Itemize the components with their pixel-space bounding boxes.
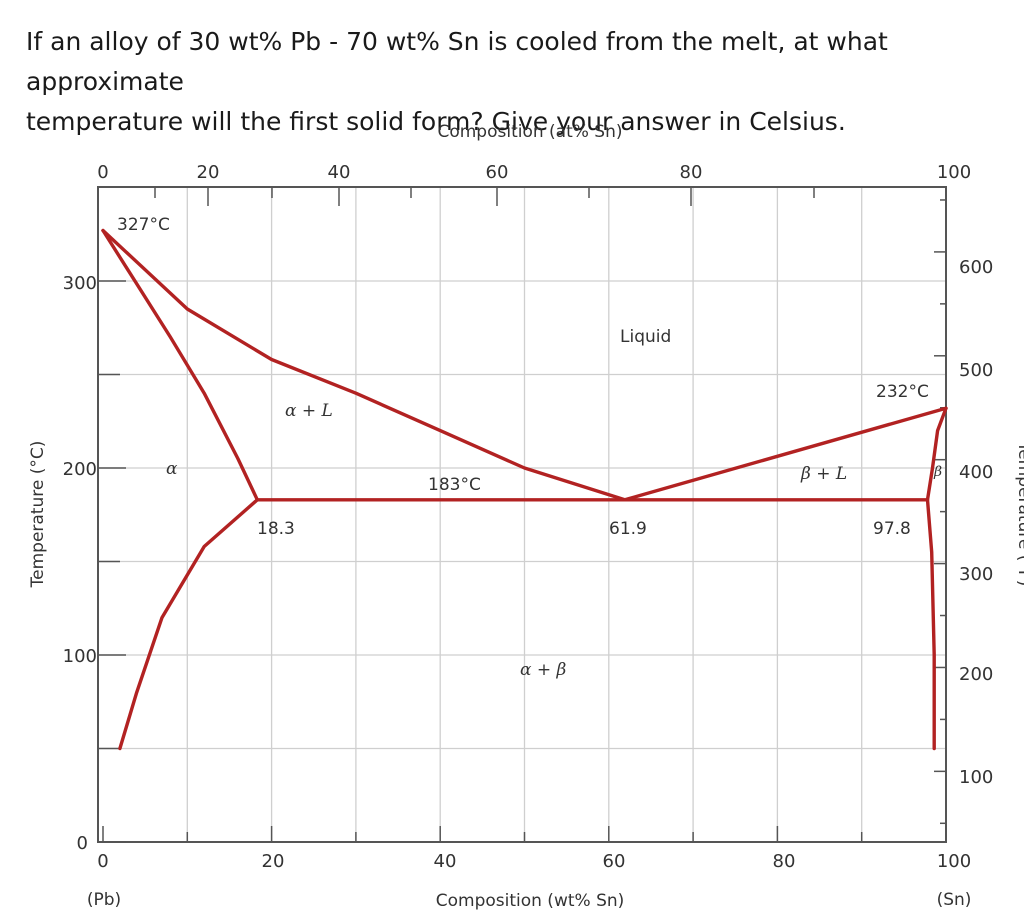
grid-lines xyxy=(99,188,945,841)
plot-frame xyxy=(97,186,947,843)
x-right-end-label: (Sn) xyxy=(937,890,972,910)
beta-region-label: β xyxy=(933,464,942,480)
alpha-region-label: α xyxy=(166,459,178,479)
x-tick-label-100: 100 xyxy=(937,851,971,872)
y-right-tick-label-500: 500 xyxy=(959,360,993,381)
y-right-tick-label-600: 600 xyxy=(959,257,993,278)
alpha-solubility-limit-label: 18.3 xyxy=(257,519,295,539)
y-tick-label-300: 300 xyxy=(63,273,97,294)
x-left-end-label: (Pb) xyxy=(87,890,121,910)
y-tick-label-100: 100 xyxy=(63,646,97,667)
phase-boundary-line xyxy=(101,228,259,502)
alpha-plus-liquid-label: α + L xyxy=(285,401,333,421)
eutectic-temperature-label: 183°C xyxy=(428,475,481,495)
beta-solubility-limit-label: 97.8 xyxy=(873,519,911,539)
sn-melting-point-label: 232°C xyxy=(876,382,929,402)
y-right-tick-label-300: 300 xyxy=(959,564,993,585)
phase-boundaries xyxy=(101,228,948,751)
top-tick-label-0: 0 xyxy=(97,162,108,183)
axis-ticks xyxy=(98,188,947,843)
question-line-1: If an alloy of 30 wt% Pb - 70 wt% Sn is … xyxy=(26,27,888,96)
eutectic-composition-label: 61.9 xyxy=(609,519,647,539)
x-tick-label-20: 20 xyxy=(262,851,285,872)
y-right-tick-label-200: 200 xyxy=(959,664,993,685)
x-tick-label-0: 0 xyxy=(97,851,108,872)
alpha-plus-beta-label: α + β xyxy=(520,660,567,680)
top-tick-label-20: 20 xyxy=(197,162,220,183)
x-tick-label-80: 80 xyxy=(773,851,796,872)
x-tick-label-40: 40 xyxy=(434,851,457,872)
phase-boundary-line xyxy=(118,498,259,751)
y-right-tick-label-400: 400 xyxy=(959,462,993,483)
pb-melting-point-label: 327°C xyxy=(117,215,170,235)
question-line-2: temperature will the first solid form? G… xyxy=(26,107,846,136)
y-tick-label-200: 200 xyxy=(63,459,97,480)
phase-boundary-line xyxy=(101,228,627,502)
top-tick-label-40: 40 xyxy=(328,162,351,183)
x-tick-label-60: 60 xyxy=(603,851,626,872)
top-axis-title: Composition (at% Sn) xyxy=(437,122,622,142)
y-tick-label-0: 0 xyxy=(77,833,88,854)
phase-boundary-line xyxy=(925,406,948,751)
phase-boundary-line xyxy=(623,406,948,502)
top-tick-label-60: 60 xyxy=(486,162,509,183)
y-right-tick-label-100: 100 xyxy=(959,767,993,788)
y-axis-title: Temperature (°C) xyxy=(28,441,48,589)
y-right-axis-title: Temperature (°F) xyxy=(1014,441,1024,587)
top-tick-label-100: 100 xyxy=(937,162,971,183)
top-tick-label-80: 80 xyxy=(680,162,703,183)
x-axis-title: Composition (wt% Sn) xyxy=(436,891,625,911)
liquid-region-label: Liquid xyxy=(620,327,671,347)
question-text: If an alloy of 30 wt% Pb - 70 wt% Sn is … xyxy=(26,22,1006,142)
beta-plus-liquid-label: β + L xyxy=(800,464,847,484)
